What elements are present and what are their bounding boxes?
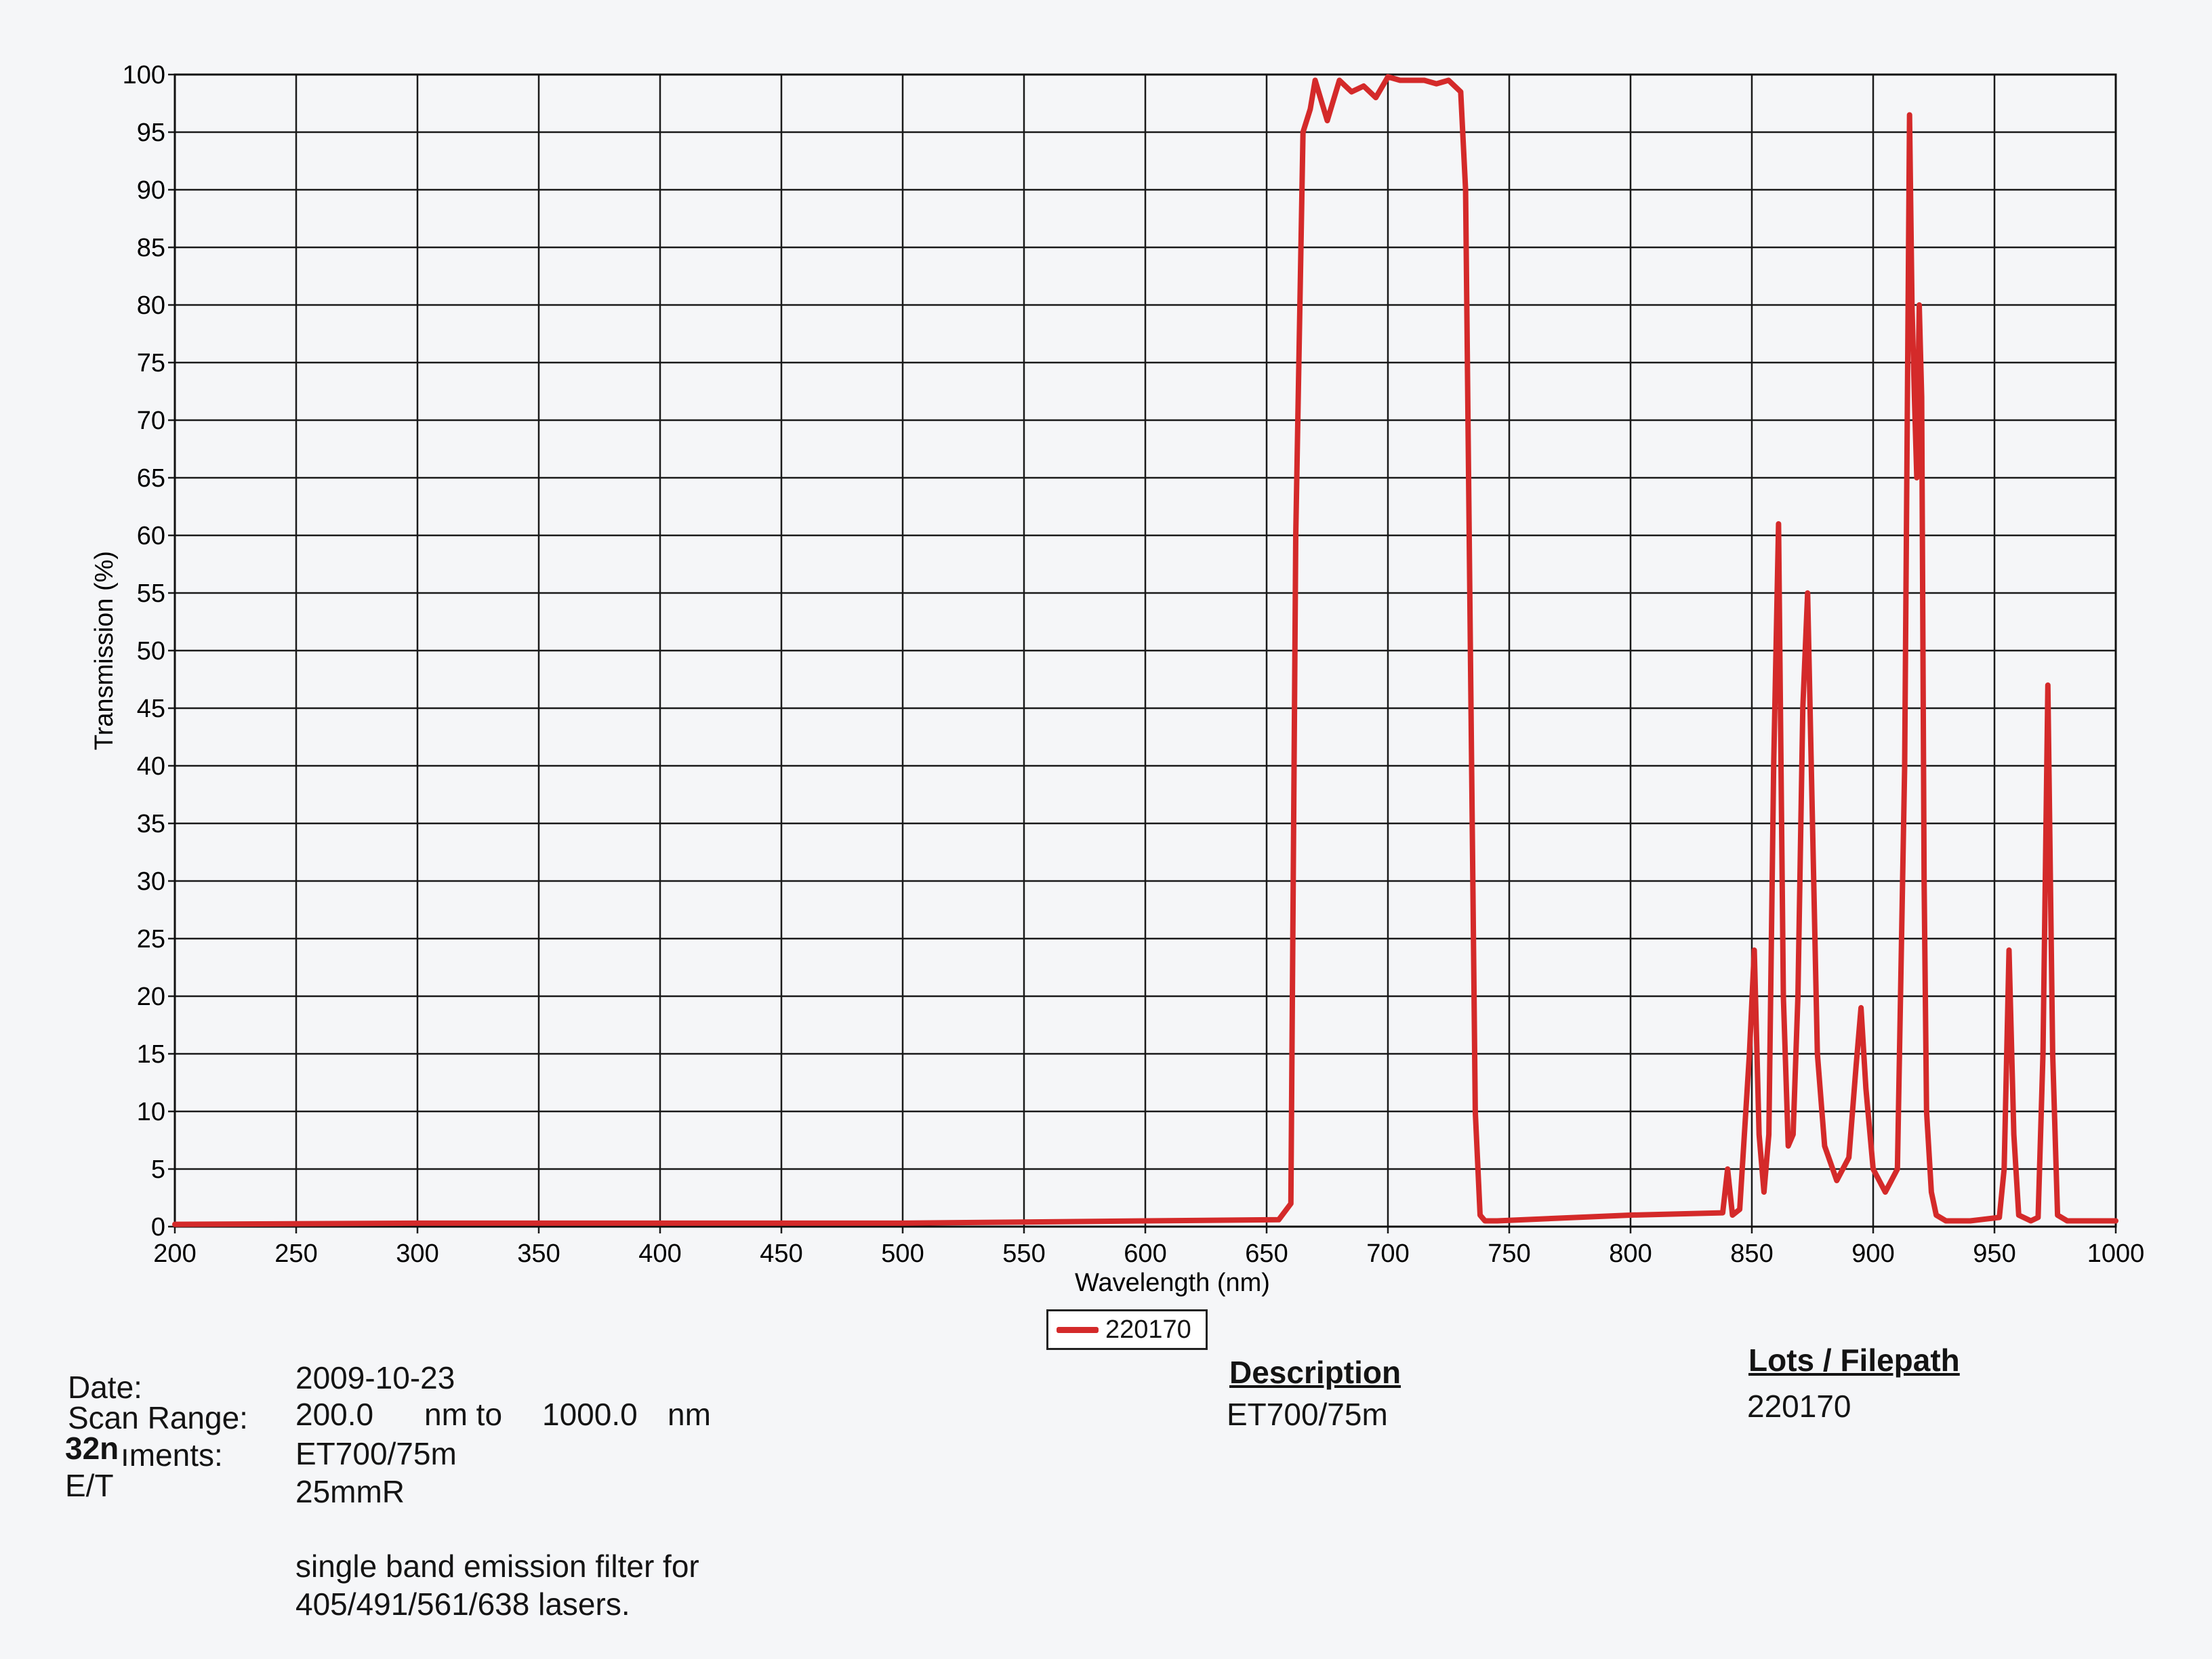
- x-tick-600: 600: [1124, 1240, 1166, 1268]
- description-value: ET700/75m: [1227, 1397, 1388, 1432]
- date-label: Date:: [68, 1370, 142, 1405]
- x-tick-300: 300: [396, 1240, 438, 1268]
- y-tick-30: 30: [137, 867, 165, 896]
- y-tick-labels: 0 5 10 15 20 25 30 35 40 45 50 55 60 65 70 75 80 85 90 95 10…: [123, 61, 165, 1242]
- y-axis-label: Transmission (%): [90, 551, 119, 750]
- x-tick-labels: 200 250 300 350 400 450 500 550 600 650 700 750 800 8…: [153, 1240, 2144, 1268]
- y-tick-15: 15: [137, 1040, 165, 1069]
- description-header: Description: [1229, 1355, 1401, 1390]
- comments-fragment-a: 32n: [65, 1431, 119, 1466]
- x-tick-550: 550: [1002, 1240, 1045, 1268]
- date-value: 2009-10-23: [295, 1360, 455, 1395]
- y-tick-90: 90: [137, 176, 165, 205]
- legend-label: 220170: [1105, 1315, 1191, 1344]
- x-tick-850: 850: [1730, 1240, 1773, 1268]
- series-line-220170: [172, 74, 2118, 1227]
- y-tick-35: 35: [137, 810, 165, 838]
- y-tick-60: 60: [137, 522, 165, 550]
- y-tick-80: 80: [137, 291, 165, 320]
- y-tick-40: 40: [137, 752, 165, 781]
- x-tick-200: 200: [153, 1240, 196, 1268]
- x-tick-750: 750: [1488, 1240, 1530, 1268]
- y-tick-70: 70: [137, 407, 165, 435]
- chart-grid: [168, 73, 2117, 1233]
- x-tick-450: 450: [760, 1240, 802, 1268]
- y-tick-5: 5: [151, 1155, 165, 1184]
- y-tick-25: 25: [137, 925, 165, 954]
- x-tick-250: 250: [274, 1240, 317, 1268]
- legend-swatch: [1057, 1326, 1099, 1333]
- plot-frame: [173, 73, 2117, 1228]
- scan-end: 1000.0: [542, 1397, 638, 1432]
- x-tick-350: 350: [517, 1240, 560, 1268]
- y-tick-55: 55: [137, 579, 165, 608]
- x-tick-400: 400: [638, 1240, 681, 1268]
- x-tick-1000: 1000: [2087, 1240, 2145, 1268]
- nm-unit: nm: [668, 1397, 711, 1432]
- y-tick-75: 75: [137, 349, 165, 377]
- y-tick-50: 50: [137, 637, 165, 665]
- x-tick-500: 500: [881, 1240, 924, 1268]
- comments-fragment-b: ıments:: [121, 1437, 223, 1473]
- comments-fragment-c: E/T: [65, 1468, 114, 1503]
- y-tick-10: 10: [137, 1098, 165, 1126]
- y-tick-45: 45: [137, 695, 165, 723]
- y-tick-100: 100: [123, 61, 165, 89]
- y-tick-20: 20: [137, 983, 165, 1011]
- x-tick-650: 650: [1245, 1240, 1288, 1268]
- scan-range-label: Scan Range:: [68, 1400, 248, 1435]
- nm-to: nm to: [424, 1397, 503, 1432]
- y-tick-95: 95: [137, 119, 165, 147]
- lots-header: Lots / Filepath: [1748, 1343, 1960, 1378]
- x-tick-700: 700: [1366, 1240, 1409, 1268]
- y-tick-0: 0: [151, 1213, 165, 1242]
- x-tick-950: 950: [1973, 1240, 2015, 1268]
- comment-line-4: 405/491/561/638 lasers.: [295, 1586, 630, 1622]
- scan-start: 200.0: [295, 1397, 374, 1432]
- legend: 220170: [1046, 1309, 1208, 1350]
- comment-line-2: 25mmR: [295, 1474, 405, 1509]
- comment-line-3: single band emission filter for: [295, 1549, 699, 1584]
- x-tick-800: 800: [1609, 1240, 1652, 1268]
- y-tick-85: 85: [137, 234, 165, 262]
- y-tick-65: 65: [137, 464, 165, 493]
- lots-value: 220170: [1747, 1389, 1851, 1424]
- comment-line-1: ET700/75m: [295, 1436, 457, 1471]
- x-axis-label: Wavelength (nm): [1075, 1269, 1270, 1297]
- x-tick-900: 900: [1851, 1240, 1894, 1268]
